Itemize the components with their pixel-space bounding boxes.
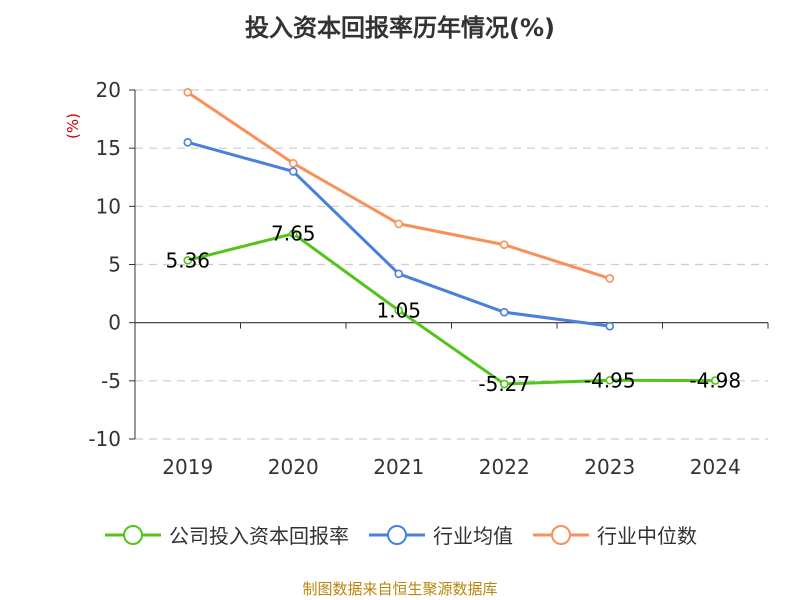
data-point — [288, 167, 298, 176]
data-label: 1.05 — [376, 298, 421, 322]
data-point — [394, 269, 404, 279]
series-layer — [183, 88, 720, 389]
x-tick-label: 2023 — [584, 455, 635, 479]
legend-label: 行业均值 — [433, 524, 513, 548]
data-label: 7.65 — [271, 222, 316, 246]
legend-swatch — [105, 524, 161, 545]
data-label: 5.36 — [165, 248, 210, 272]
legend-swatch-marker — [551, 524, 571, 545]
x-tick-label: 2019 — [162, 455, 213, 479]
y-tick-label: 10 — [96, 194, 121, 218]
data-point — [288, 158, 298, 168]
data-point — [288, 229, 298, 238]
x-tick-label: 2024 — [690, 455, 741, 479]
data-label-layer: 5.36 7.65 1.05 -5.27 -4.95 -4.98 — [165, 222, 741, 396]
legend-swatch-marker — [387, 524, 407, 545]
data-point — [499, 379, 509, 389]
grid-layer — [135, 89, 768, 440]
x-tick-label: 2021 — [373, 455, 424, 479]
data-point — [394, 219, 404, 229]
legend-item: 行业均值 — [367, 520, 513, 549]
data-point — [183, 138, 193, 147]
y-tick-label: -5 — [101, 369, 121, 393]
data-label: -5.27 — [478, 372, 530, 396]
legend-swatch-marker — [123, 524, 143, 545]
legend-label: 行业中位数 — [597, 524, 697, 548]
legend-item: 公司投入资本回报率 — [103, 520, 349, 549]
series-line — [186, 91, 611, 280]
legend-swatch — [369, 524, 425, 545]
series-line — [187, 232, 716, 386]
data-point — [183, 88, 193, 97]
data-point — [710, 376, 720, 385]
legend-swatch — [533, 524, 589, 545]
data-point — [499, 240, 509, 250]
legend-item: 行业中位数 — [531, 520, 697, 549]
source-note: 制图数据来自恒生聚源数据库 — [302, 580, 498, 598]
legend: 公司投入资本回报率 行业均值 行业中位数 — [0, 520, 800, 549]
axis-layer: 20 15 10 5 0 -5 -10 2019 2020 2021 2022 2023 2024 (%) — [64, 78, 769, 479]
data-point — [394, 306, 404, 315]
x-tick-label: 2020 — [268, 455, 319, 479]
data-point — [605, 274, 615, 283]
y-tick-label: -10 — [88, 427, 121, 451]
y-tick-label: 15 — [96, 136, 121, 160]
data-point — [605, 375, 615, 385]
chart-title: 投入资本回报率历年情况(%) — [245, 14, 555, 42]
y-axis-unit-label: (%) — [64, 113, 82, 139]
data-point — [183, 256, 193, 265]
data-label: -4.95 — [584, 368, 636, 392]
y-tick-label: 0 — [108, 311, 121, 335]
x-tick-label: 2022 — [479, 455, 530, 479]
data-point — [499, 307, 509, 317]
y-tick-label: 20 — [96, 78, 121, 102]
data-point — [605, 321, 615, 331]
data-label: -4.98 — [689, 369, 741, 393]
legend-label: 公司投入资本回报率 — [169, 524, 349, 548]
y-tick-label: 5 — [108, 253, 121, 277]
